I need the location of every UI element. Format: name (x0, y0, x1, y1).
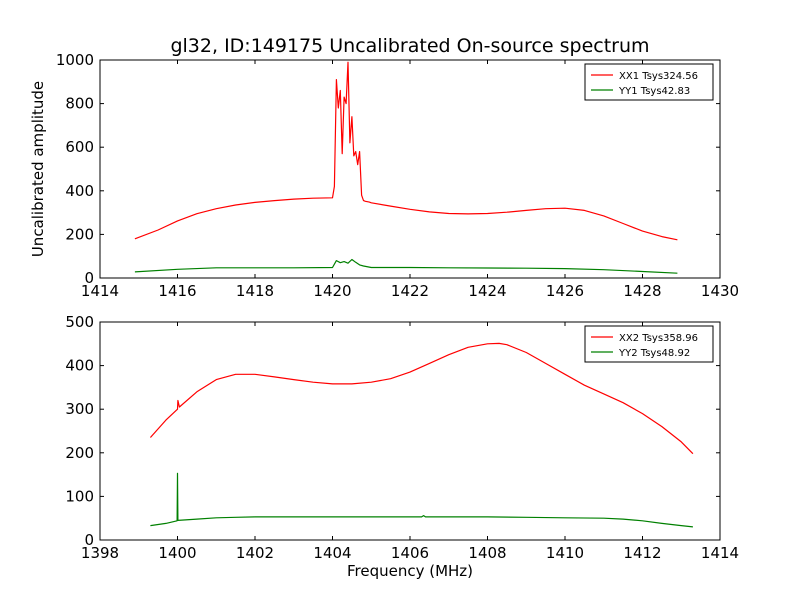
top-y-tick-label: 200 (65, 225, 94, 243)
bottom-y-tick-label: 200 (65, 444, 94, 462)
chart-title: gl32, ID:149175 Uncalibrated On-source s… (170, 35, 649, 57)
bottom-x-tick-label: 1400 (158, 544, 196, 562)
top-x-tick-label: 1426 (546, 282, 584, 300)
bottom-y-tick-label: 500 (65, 313, 94, 331)
bottom-y-tick-label: 100 (65, 487, 94, 505)
top-series-line-xx1 (134, 61, 678, 241)
top-legend-label: YY1 Tsys42.83 (618, 86, 690, 97)
top-x-tick-label: 1430 (701, 282, 739, 300)
bottom-x-tick-label: 1398 (81, 544, 119, 562)
top-x-tick-label: 1422 (391, 282, 429, 300)
top-x-tick-label: 1414 (81, 282, 119, 300)
bottom-series-line-xx2 (149, 342, 694, 455)
top-x-tick-label: 1418 (236, 282, 274, 300)
top-y-tick-label: 400 (65, 182, 94, 200)
bottom-x-tick-label: 1404 (313, 544, 351, 562)
bottom-x-tick-label: 1406 (391, 544, 429, 562)
top-y-tick-label: 1000 (56, 51, 94, 69)
bottom-legend-box (584, 325, 714, 363)
bottom-legend-label: XX2 Tsys358.96 (619, 333, 698, 344)
top-y-tick-label: 600 (65, 138, 94, 156)
bottom-x-tick-label: 1408 (468, 544, 506, 562)
bottom-spectrum-panel: 1398 1400 1402 1404 1406 1408 1410 1412 1414 0 100… (65, 313, 739, 562)
top-y-tick-label: 800 (65, 95, 94, 113)
top-legend-box (584, 63, 714, 101)
top-x-tick-label: 1424 (468, 282, 506, 300)
bottom-x-tick-label: 1414 (701, 544, 739, 562)
top-x-tick-label: 1420 (313, 282, 351, 300)
top-series-line-yy1 (134, 258, 678, 274)
bottom-y-tick-label: 0 (84, 531, 94, 549)
top-x-tick-label: 1428 (623, 282, 661, 300)
top-spectrum-panel: 1414 1416 1418 1420 1422 1424 1426 1428 1430 0 200… (56, 51, 739, 300)
bottom-x-tick-label: 1402 (236, 544, 274, 562)
bottom-legend-label: YY2 Tsys48.92 (618, 348, 690, 359)
top-legend: XX1 Tsys324.56 YY1 Tsys42.83 (584, 63, 714, 101)
bottom-x-tick-label: 1410 (546, 544, 584, 562)
bottom-legend: XX2 Tsys358.96 YY2 Tsys48.92 (584, 325, 714, 363)
top-x-tick-label: 1416 (158, 282, 196, 300)
bottom-x-tick-label: 1412 (623, 544, 661, 562)
y-axis-label: Uncalibrated amplitude (29, 81, 47, 257)
bottom-y-tick-label: 400 (65, 357, 94, 375)
bottom-y-tick-label: 300 (65, 400, 94, 418)
x-axis-label: Frequency (MHz) (347, 562, 473, 580)
top-legend-label: XX1 Tsys324.56 (619, 71, 698, 82)
top-y-tick-label: 0 (84, 269, 94, 287)
bottom-series-line-yy2 (150, 472, 693, 528)
